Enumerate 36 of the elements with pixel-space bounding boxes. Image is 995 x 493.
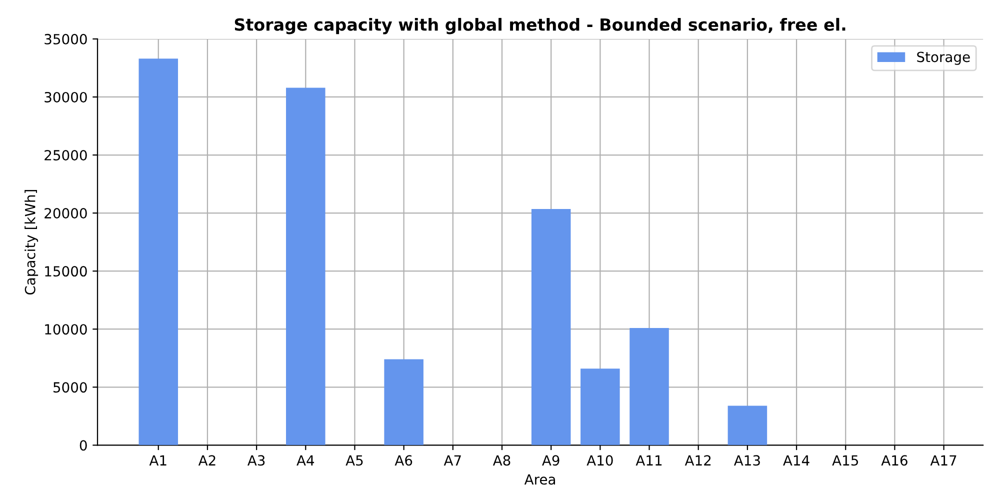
y-tick-label: 30000 bbox=[44, 92, 87, 102]
bar bbox=[138, 58, 178, 446]
x-tick-label: A16 bbox=[881, 455, 908, 466]
x-tick-label: A14 bbox=[783, 455, 810, 466]
bar bbox=[580, 368, 620, 446]
y-tick-label: 35000 bbox=[44, 34, 87, 44]
bar bbox=[630, 328, 669, 446]
bar bbox=[531, 208, 571, 446]
y-tick-label: 5000 bbox=[54, 382, 87, 393]
x-tick-label: A11 bbox=[636, 455, 662, 466]
x-tick-label: A15 bbox=[832, 455, 858, 466]
x-tick-label: A5 bbox=[346, 455, 363, 466]
x-tick-label: A3 bbox=[247, 455, 265, 466]
x-tick-label: A6 bbox=[394, 455, 412, 466]
y-tick-label: 10000 bbox=[45, 324, 87, 335]
x-axis-title: Area bbox=[524, 474, 555, 485]
bar bbox=[286, 88, 326, 446]
x-tick-label: A9 bbox=[542, 455, 560, 466]
x-tick-label: A12 bbox=[684, 455, 711, 466]
x-tick-label: A4 bbox=[296, 455, 314, 466]
x-tick-label: A7 bbox=[444, 455, 461, 466]
bar bbox=[384, 359, 424, 446]
legend-label: Storage bbox=[917, 52, 970, 65]
x-tick-label: A2 bbox=[198, 455, 216, 466]
chart-title: Storage capacity with global method - Bounded scenario, free el. bbox=[234, 18, 846, 34]
y-tick-label: 15000 bbox=[45, 266, 87, 277]
x-tick-label: A1 bbox=[149, 455, 166, 466]
x-tick-label: A8 bbox=[492, 455, 510, 466]
y-tick-label: 0 bbox=[80, 440, 87, 451]
x-tick-label: A17 bbox=[930, 455, 956, 466]
y-tick-label: 20000 bbox=[44, 208, 87, 219]
y-axis-title: Capacity [kWh] bbox=[24, 190, 38, 295]
y-tick-label: 25000 bbox=[44, 150, 87, 160]
x-tick-label: A10 bbox=[586, 455, 613, 466]
bar bbox=[728, 406, 768, 446]
x-tick-label: A13 bbox=[734, 455, 760, 466]
